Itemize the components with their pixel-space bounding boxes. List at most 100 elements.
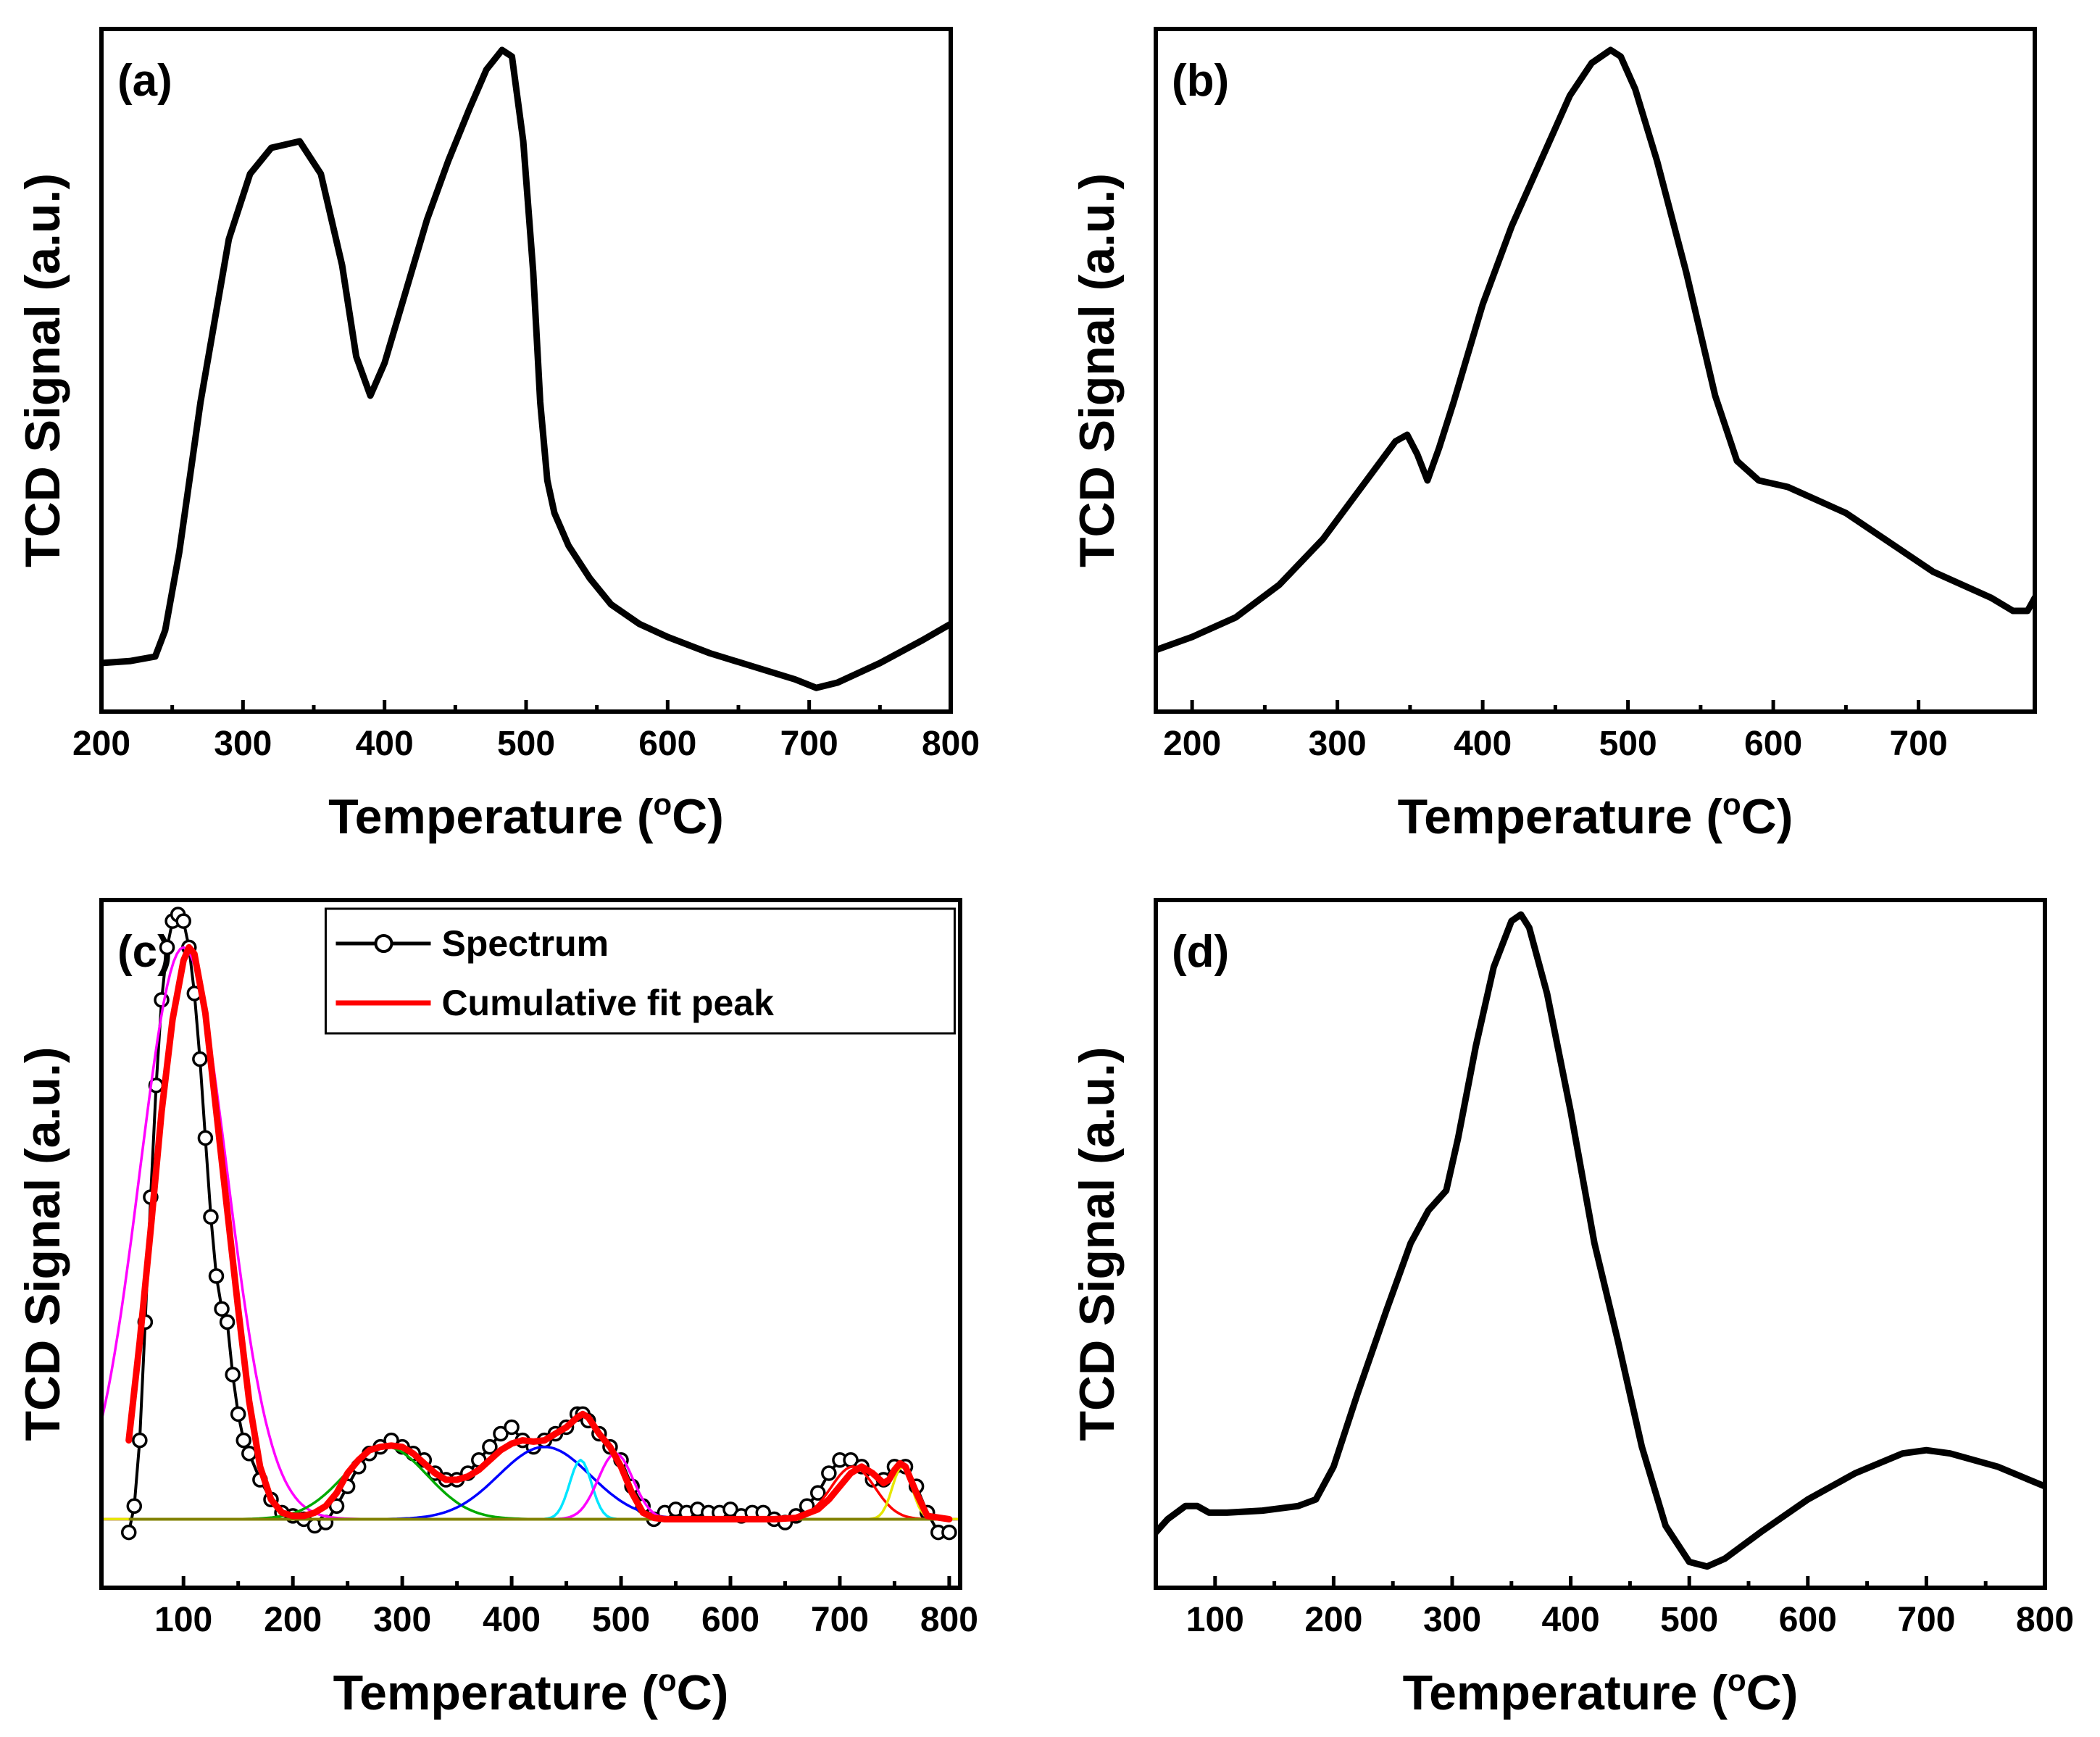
x-tick-label: 500: [1599, 725, 1657, 763]
series-cumulative-fit-peak: [125, 944, 953, 1523]
y-axis-title: TCD Signal (a.u.): [1070, 1047, 1125, 1441]
spectrum-point: [941, 1524, 957, 1541]
x-tick-label: 200: [1163, 725, 1221, 763]
x-tick-label: 300: [1423, 1601, 1481, 1639]
series-tcd-signal: [1158, 911, 2043, 1570]
plot-area: [1158, 46, 2033, 653]
panel-c: 100 200 300 400 500 600 700 800 Temperature (oC)…: [15, 898, 978, 1720]
spectrum-point: [722, 1501, 738, 1517]
spectrum-point: [504, 1419, 520, 1436]
y-axis-title: TCD Signal (a.u.): [1070, 173, 1125, 567]
x-axis-title-unit: C): [1746, 1665, 1799, 1720]
x-tick-label: 200: [1304, 1601, 1362, 1639]
plot-frame: [99, 898, 962, 1590]
fit-component: [104, 1445, 958, 1521]
x-tick-label: 500: [1660, 1601, 1718, 1639]
x-axis-title-text: Temperature (: [1398, 789, 1723, 844]
x-axis-title-text: Temperature (: [1403, 1665, 1728, 1720]
x-axis-title: Temperature (oC): [1398, 787, 1793, 844]
degree-symbol: o: [1722, 787, 1741, 821]
x-tick-label: 500: [497, 725, 555, 763]
spectrum-point: [214, 1301, 230, 1317]
spectrum-point: [493, 1425, 509, 1442]
x-tick-label: 400: [1454, 725, 1512, 763]
x-tick-label: 600: [1744, 725, 1802, 763]
x-axis-title-text: Temperature (: [333, 1665, 659, 1720]
y-axis-title: TCD Signal (a.u.): [15, 1047, 70, 1441]
plot-frame: [99, 27, 953, 714]
x-tick-label: 800: [920, 1601, 978, 1639]
x-tick-label: 100: [154, 1601, 212, 1639]
x-tick-label: 800: [922, 725, 980, 763]
x-tick-label: 600: [1779, 1601, 1837, 1639]
spectrum-point: [810, 1485, 826, 1501]
panel-b: 200 300 400 500 600 700 Temperature (oC) TCD Si…: [1070, 27, 2037, 844]
spectrum-point: [236, 1432, 251, 1449]
panel-label: (a): [117, 56, 172, 106]
legend-label: Spectrum: [441, 923, 609, 964]
spectrum-point: [482, 1438, 498, 1455]
spectrum-point: [197, 1130, 214, 1146]
x-tick-label: 200: [264, 1601, 322, 1639]
spectrum-point: [203, 1209, 219, 1225]
panel-d: 100 200 300 400 500 600 700 800 Temperature (oC)…: [1070, 898, 2074, 1720]
x-tick-label: 600: [701, 1601, 759, 1639]
series-tcd-signal: [104, 46, 949, 691]
plot-frame: [1154, 27, 2037, 714]
degree-symbol: o: [658, 1663, 677, 1697]
x-tick-label: 700: [1890, 725, 1948, 763]
spectrum-point: [192, 1051, 208, 1067]
x-axis-title: Temperature (oC): [1403, 1663, 1799, 1720]
panel-a: 200 300 400 500 600 700 800 Temperature (oC) TCD…: [15, 27, 980, 844]
spectrum-point: [225, 1367, 241, 1383]
spectrum-point: [120, 1524, 137, 1541]
x-tick-label: 400: [483, 1601, 541, 1639]
legend-label: Cumulative fit peak: [441, 983, 774, 1023]
legend: Spectrum Cumulative fit peak: [324, 907, 956, 1035]
plot-area: [104, 46, 949, 691]
x-tick-label: 300: [214, 725, 272, 763]
x-tick-label: 700: [780, 725, 838, 763]
x-tick-label: 800: [2016, 1601, 2074, 1639]
legend-box: [324, 907, 956, 1035]
plot-area: [1158, 911, 2043, 1570]
spectrum-point: [241, 1445, 257, 1462]
spectrum-point: [159, 939, 175, 956]
spectrum-point: [328, 1498, 345, 1515]
x-axis-title: Temperature (oC): [328, 787, 724, 844]
x-axis-title: Temperature (oC): [333, 1663, 729, 1720]
x-tick-label: 200: [72, 725, 130, 763]
spectrum-point: [132, 1432, 148, 1449]
x-tick-label: 600: [638, 725, 696, 763]
spectrum-point: [126, 1498, 143, 1515]
x-axis-title-unit: C): [677, 1665, 729, 1720]
x-tick-label: 300: [1309, 725, 1367, 763]
spectrum-point: [230, 1406, 246, 1422]
plot-frame: [1154, 898, 2047, 1590]
plot-area: [104, 907, 958, 1541]
x-axis-title-unit: C): [672, 789, 724, 844]
fit-component: [104, 1452, 958, 1521]
spectrum-point: [208, 1268, 225, 1284]
degree-symbol: o: [654, 787, 672, 821]
x-tick-label: 400: [1542, 1601, 1600, 1639]
series-tcd-signal: [1158, 46, 2033, 653]
spectrum-point: [821, 1465, 837, 1481]
spectrum-point: [175, 913, 191, 929]
y-axis-title: TCD Signal (a.u.): [15, 173, 70, 567]
x-tick-label: 500: [592, 1601, 650, 1639]
x-axis-title-unit: C): [1741, 789, 1793, 844]
x-tick-label: 700: [1897, 1601, 1955, 1639]
x-axis-title-text: Temperature (: [328, 789, 654, 844]
spectrum-point: [219, 1314, 236, 1330]
x-tick-label: 300: [373, 1601, 431, 1639]
fit-component: [104, 1445, 958, 1521]
panel-label: (b): [1172, 56, 1229, 106]
legend-marker: [374, 934, 393, 953]
x-tick-label: 700: [811, 1601, 869, 1639]
x-tick-label: 400: [356, 725, 414, 763]
panel-label: (d): [1172, 927, 1229, 977]
degree-symbol: o: [1728, 1663, 1746, 1697]
x-tick-label: 100: [1186, 1601, 1244, 1639]
